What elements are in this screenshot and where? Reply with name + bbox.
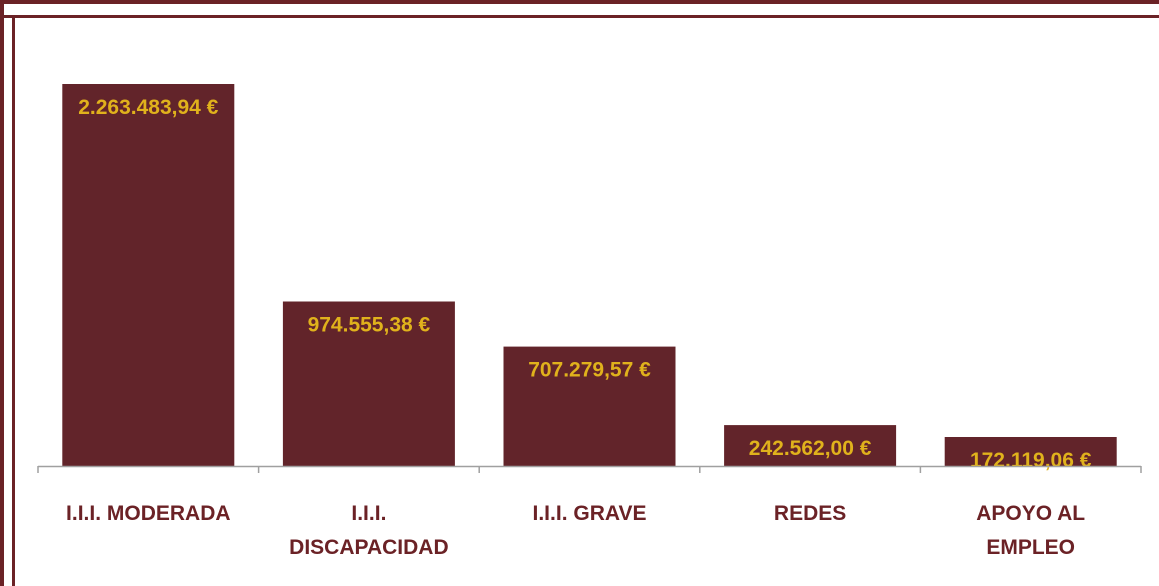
frame-top-border xyxy=(4,15,1159,18)
bar-2 xyxy=(282,301,455,466)
category-label-2-line-1: I.I.I. xyxy=(351,502,386,525)
data-label-5: 172.119,06 € xyxy=(970,449,1092,472)
category-label-2-line-2: DISCAPACIDAD xyxy=(289,536,448,559)
data-label-4: 242.562,00 € xyxy=(749,437,872,460)
category-label-4: REDES xyxy=(774,502,846,525)
bar-4 xyxy=(724,425,897,466)
category-label-5-line-1: APOYO AL xyxy=(976,502,1085,525)
bar-1 xyxy=(62,84,235,466)
frame-left-border xyxy=(12,15,15,586)
category-label-1: I.I.I. MODERADA xyxy=(66,502,231,525)
category-label-3: I.I.I. GRAVE xyxy=(533,502,647,525)
category-label-5-line-2: EMPLEO xyxy=(986,536,1075,559)
data-label-2: 974.555,38 € xyxy=(308,314,431,337)
data-label-1: 2.263.483,94 € xyxy=(78,96,218,119)
bar-3 xyxy=(503,346,676,466)
bar-5 xyxy=(944,437,1117,466)
data-label-3: 707.279,57 € xyxy=(528,359,651,382)
